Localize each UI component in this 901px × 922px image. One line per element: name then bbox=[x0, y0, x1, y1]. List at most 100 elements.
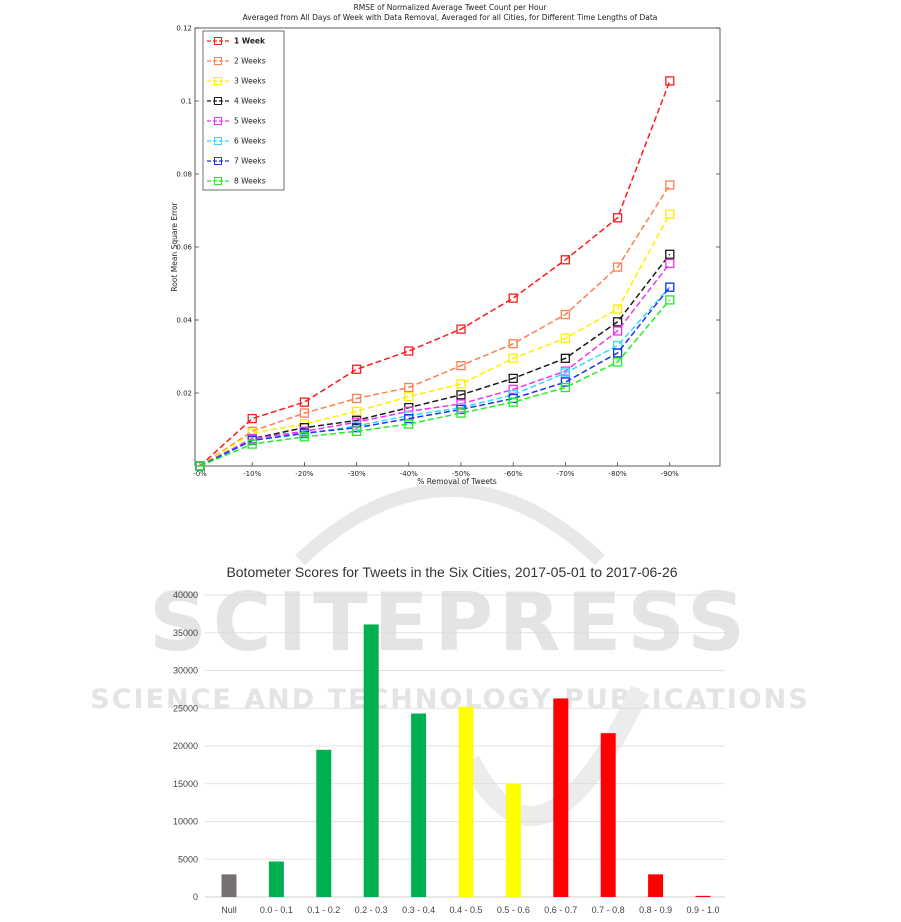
line-x-axis: -0% -10% -20% -30% -40% -50% -60% -70% -80% -90% bbox=[193, 462, 679, 478]
square-data-point bbox=[560, 309, 571, 320]
bar-x-tick-label: 0.9 - 1.0 bbox=[686, 905, 719, 915]
bar-y-tick-label: 30000 bbox=[173, 666, 198, 676]
legend-label: 6 Weeks bbox=[234, 137, 266, 146]
square-data-point bbox=[508, 373, 518, 384]
legend-square-icon bbox=[214, 137, 222, 145]
bar-y-tick-label: 0 bbox=[193, 892, 198, 902]
bar bbox=[553, 698, 569, 897]
bar-x-tick-label: 0.5 - 0.6 bbox=[497, 905, 530, 915]
legend-label: 2 Weeks bbox=[234, 57, 266, 66]
square-data-point bbox=[508, 353, 518, 363]
bar bbox=[268, 861, 284, 897]
square-data-point bbox=[612, 357, 623, 367]
watermark-main: SCITEPRESS bbox=[149, 576, 751, 669]
bar-y-tick-label: 5000 bbox=[178, 854, 198, 864]
square-data-point bbox=[665, 76, 675, 86]
bar-chart-title: Botometer Scores for Tweets in the Six C… bbox=[226, 564, 677, 580]
bar-x-tick-label: 0.4 - 0.5 bbox=[449, 905, 482, 915]
botometer-bar-chart: Botometer Scores for Tweets in the Six C… bbox=[173, 564, 725, 915]
legend-item: 3 Weeks bbox=[207, 77, 266, 86]
square-data-point bbox=[404, 382, 414, 393]
square-data-point bbox=[560, 353, 571, 363]
line-x-tick-label: -80% bbox=[609, 470, 627, 478]
square-data-point bbox=[247, 428, 257, 438]
bar-x-axis: Null 0.0 - 0.1 0.1 - 0.2 0.2 - 0.3 0.3 - 0.4… bbox=[221, 905, 719, 915]
line-x-tick-label: -30% bbox=[348, 470, 366, 478]
line-x-tick-label: -0% bbox=[193, 470, 207, 478]
bar-y-tick-label: 40000 bbox=[173, 590, 198, 600]
bar-x-tick-label: 0.7 - 0.8 bbox=[592, 905, 625, 915]
square-data-point bbox=[456, 379, 466, 389]
bar-y-tick-label: 10000 bbox=[173, 817, 198, 827]
square-data-point bbox=[299, 432, 310, 442]
legend-label: 8 Weeks bbox=[234, 177, 266, 186]
legend-label: 3 Weeks bbox=[234, 77, 266, 86]
square-data-point bbox=[404, 346, 414, 356]
square-data-point bbox=[612, 262, 623, 272]
bar bbox=[600, 733, 616, 897]
square-data-point bbox=[560, 368, 571, 378]
legend-item: 8 Weeks bbox=[207, 177, 266, 186]
line-x-tick-label: -10% bbox=[243, 470, 261, 478]
bar bbox=[221, 874, 237, 897]
line-legend: 1 Week 2 Weeks 3 Weeks 4 Weeks 5 Weeks 6 Week… bbox=[202, 30, 285, 191]
line-x-tick-label: -50% bbox=[452, 470, 470, 478]
square-data-point bbox=[508, 339, 518, 349]
square-data-point bbox=[560, 377, 571, 387]
square-data-point bbox=[612, 340, 623, 351]
legend-label: 4 Weeks bbox=[234, 97, 266, 106]
square-data-point bbox=[404, 391, 414, 402]
bar bbox=[648, 874, 664, 897]
square-data-point bbox=[612, 304, 623, 314]
line-series bbox=[195, 295, 675, 471]
square-data-point bbox=[612, 326, 623, 336]
bar-x-tick-label: 0.8 - 0.9 bbox=[639, 905, 672, 915]
square-data-point bbox=[560, 333, 571, 343]
series-line bbox=[199, 286, 671, 467]
bar bbox=[363, 624, 379, 897]
square-data-point bbox=[456, 360, 466, 371]
line-x-tick-label: -70% bbox=[556, 470, 574, 478]
legend-square-icon bbox=[214, 117, 222, 125]
square-data-point bbox=[612, 317, 623, 327]
bar-x-tick-label: 0.1 - 0.2 bbox=[307, 905, 340, 915]
watermark-swoosh-icon bbox=[295, 483, 605, 566]
square-data-point bbox=[404, 419, 414, 429]
line-y-tick-label: 0.04 bbox=[176, 317, 192, 325]
square-data-point bbox=[665, 180, 675, 190]
bar-x-tick-label: 0.3 - 0.4 bbox=[402, 905, 435, 915]
series-line bbox=[199, 262, 671, 467]
legend-item: 7 Weeks bbox=[207, 157, 266, 166]
bar bbox=[505, 783, 521, 897]
square-data-point bbox=[299, 397, 310, 407]
square-data-point bbox=[665, 209, 675, 219]
line-y-axis-label: Root Mean Square Error bbox=[170, 201, 179, 291]
square-data-point bbox=[665, 249, 675, 259]
line-x-tick-label: -40% bbox=[400, 470, 418, 478]
line-y-tick-label: 0.12 bbox=[176, 25, 192, 33]
square-data-point bbox=[247, 413, 257, 424]
bar-x-tick-label: Null bbox=[221, 905, 237, 915]
bar bbox=[695, 895, 711, 897]
legend-square-icon bbox=[214, 37, 222, 45]
line-y-axis: 0.02 0.04 0.06 0.08 0.1 0.12 bbox=[176, 25, 720, 398]
line-x-tick-label: -90% bbox=[661, 470, 679, 478]
square-data-point bbox=[612, 348, 623, 358]
bar-x-tick-label: 0.2 - 0.3 bbox=[355, 905, 388, 915]
line-series bbox=[195, 180, 675, 471]
legend-item: 4 Weeks bbox=[207, 97, 266, 106]
square-data-point bbox=[560, 382, 571, 393]
bar-y-tick-label: 35000 bbox=[173, 628, 198, 638]
square-data-point bbox=[247, 439, 257, 449]
line-chart-title: RMSE of Normalized Average Tweet Count p… bbox=[354, 3, 548, 12]
legend-item: 5 Weeks bbox=[207, 117, 266, 126]
line-chart-subtitle: Averaged from All Days of Week with Data… bbox=[243, 13, 658, 22]
bar bbox=[458, 706, 474, 897]
line-y-tick-label: 0.1 bbox=[181, 98, 192, 106]
square-data-point bbox=[351, 426, 362, 436]
square-data-point bbox=[508, 293, 518, 303]
square-data-point bbox=[351, 406, 362, 416]
rmse-line-chart: RMSE of Normalized Average Tweet Count p… bbox=[170, 3, 721, 486]
bar-y-tick-label: 25000 bbox=[173, 703, 198, 713]
bar bbox=[316, 749, 332, 897]
